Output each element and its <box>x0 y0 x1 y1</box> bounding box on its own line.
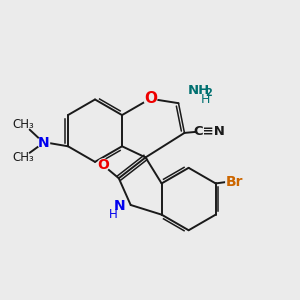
Text: CH₃: CH₃ <box>13 118 34 131</box>
Text: CH₃: CH₃ <box>13 151 34 164</box>
Circle shape <box>190 84 210 105</box>
Circle shape <box>197 119 222 144</box>
Text: N: N <box>38 136 50 150</box>
Text: H: H <box>201 93 211 106</box>
Text: H: H <box>109 208 117 221</box>
Circle shape <box>144 92 157 105</box>
Text: O: O <box>144 91 157 106</box>
Circle shape <box>38 137 50 149</box>
Circle shape <box>111 198 128 215</box>
Text: N: N <box>114 200 125 214</box>
Text: Br: Br <box>225 175 243 189</box>
Text: NH: NH <box>187 84 210 97</box>
Text: O: O <box>98 158 109 172</box>
Text: 2: 2 <box>205 88 211 98</box>
Circle shape <box>226 174 242 190</box>
Text: C≡N: C≡N <box>194 125 226 138</box>
Circle shape <box>98 159 109 171</box>
